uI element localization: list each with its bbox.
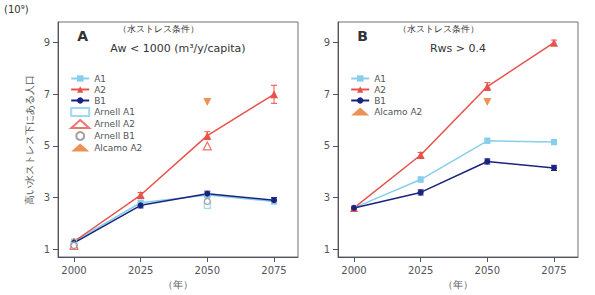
svg-text:Alcamo A2: Alcamo A2 — [94, 143, 142, 153]
svg-text:A2: A2 — [374, 85, 386, 95]
svg-text:A1: A1 — [374, 74, 386, 84]
svg-text:7: 7 — [324, 89, 330, 100]
svg-text:（年）: （年） — [163, 279, 193, 290]
svg-text:B1: B1 — [94, 96, 106, 106]
svg-text:2050: 2050 — [195, 265, 220, 276]
svg-text:(10⁹): (10⁹) — [4, 4, 29, 15]
svg-text:5: 5 — [44, 140, 50, 151]
svg-text:2075: 2075 — [261, 265, 286, 276]
svg-text:高い水ストレス下にある人口: 高い水ストレス下にある人口 — [24, 75, 35, 205]
svg-text:Alcamo A2: Alcamo A2 — [374, 107, 422, 117]
svg-text:Rws > 0.4: Rws > 0.4 — [430, 42, 486, 55]
svg-text:1: 1 — [324, 244, 330, 255]
svg-text:7: 7 — [44, 89, 50, 100]
svg-text:Aw < 1000 (m³/y/capita): Aw < 1000 (m³/y/capita) — [110, 42, 245, 55]
svg-text:2025: 2025 — [128, 265, 153, 276]
svg-text:Arnell A2: Arnell A2 — [94, 119, 135, 129]
svg-text:9: 9 — [44, 37, 50, 48]
svg-text:Arnell A1: Arnell A1 — [94, 107, 135, 117]
svg-text:A1: A1 — [94, 74, 106, 84]
svg-text:（水ストレス条件）: （水ストレス条件） — [118, 24, 199, 34]
svg-text:2050: 2050 — [475, 265, 500, 276]
svg-text:2000: 2000 — [341, 265, 366, 276]
svg-text:Arnell B1: Arnell B1 — [94, 131, 135, 141]
svg-text:2000: 2000 — [61, 265, 86, 276]
svg-text:2025: 2025 — [408, 265, 433, 276]
svg-text:A: A — [77, 28, 88, 44]
svg-text:B: B — [357, 28, 368, 44]
svg-text:A2: A2 — [94, 85, 106, 95]
svg-text:1: 1 — [44, 244, 50, 255]
svg-text:3: 3 — [324, 192, 330, 203]
svg-text:（年）: （年） — [443, 279, 473, 290]
svg-text:2075: 2075 — [541, 265, 566, 276]
svg-text:B1: B1 — [374, 96, 386, 106]
svg-text:3: 3 — [44, 192, 50, 203]
svg-text:5: 5 — [324, 140, 330, 151]
svg-text:（水ストレス条件）: （水ストレス条件） — [398, 24, 479, 34]
svg-text:9: 9 — [324, 37, 330, 48]
